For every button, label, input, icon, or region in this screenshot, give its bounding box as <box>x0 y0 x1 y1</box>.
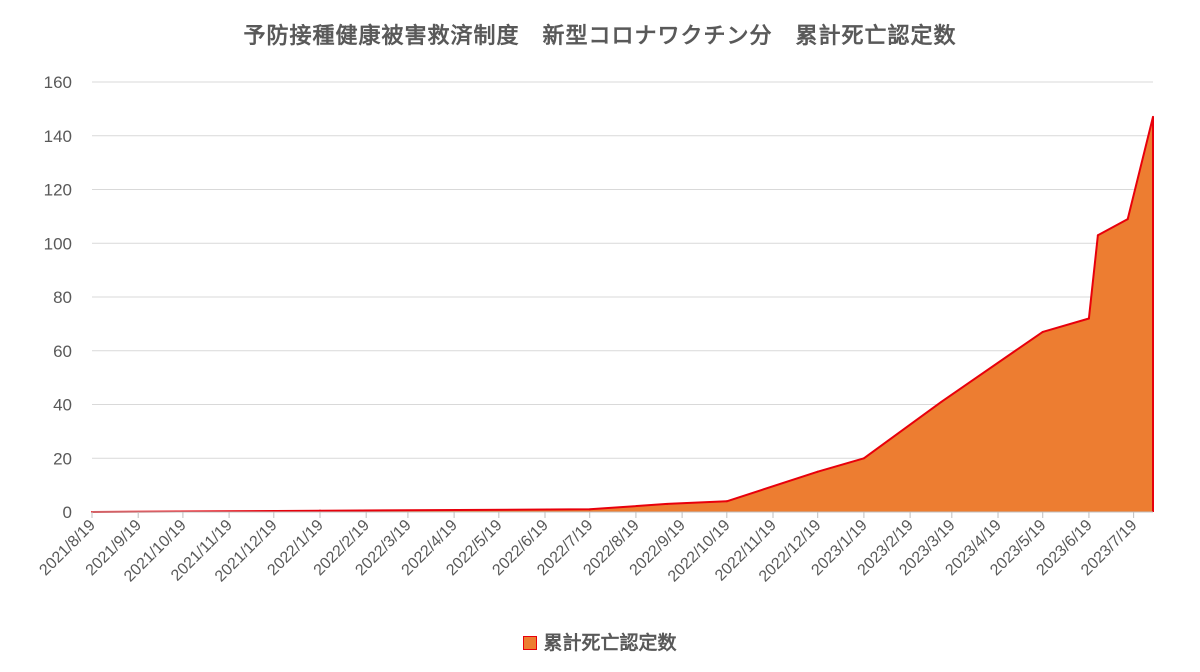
legend-swatch <box>523 636 538 650</box>
y-tick-label: 20 <box>53 449 72 468</box>
x-axis: 2021/8/192021/9/192021/10/192021/11/1920… <box>36 511 1153 585</box>
data-area <box>91 115 1154 513</box>
y-tick-label: 120 <box>44 181 72 200</box>
y-tick-label: 100 <box>44 234 72 253</box>
data-point <box>1152 115 1154 118</box>
data-point <box>816 470 819 473</box>
data-point <box>725 500 728 503</box>
y-tick-label: 40 <box>53 396 72 415</box>
data-point <box>588 508 591 511</box>
y-tick-label: 60 <box>53 342 72 361</box>
y-tick-label: 140 <box>44 127 72 146</box>
chart-title: 予防接種健康被害救済制度 新型コロナワクチン分 累計死亡認定数 <box>243 24 957 49</box>
data-point <box>1041 330 1044 333</box>
data-point <box>666 502 669 505</box>
data-point <box>1087 317 1090 320</box>
area-fill <box>92 116 1153 513</box>
data-point <box>940 400 943 403</box>
data-point <box>862 457 865 460</box>
data-point <box>318 509 321 512</box>
y-tick-label: 0 <box>63 503 72 522</box>
legend-label: 累計死亡認定数 <box>543 632 677 654</box>
data-point <box>1126 218 1129 221</box>
y-tick-label: 80 <box>53 288 72 307</box>
data-point <box>1096 234 1099 237</box>
area-outline <box>91 115 1154 513</box>
legend: 累計死亡認定数 <box>0 628 1200 655</box>
y-tick-label: 160 <box>44 73 72 92</box>
y-axis: 0 20 40 60 80 100 120 140 160 <box>44 73 72 522</box>
